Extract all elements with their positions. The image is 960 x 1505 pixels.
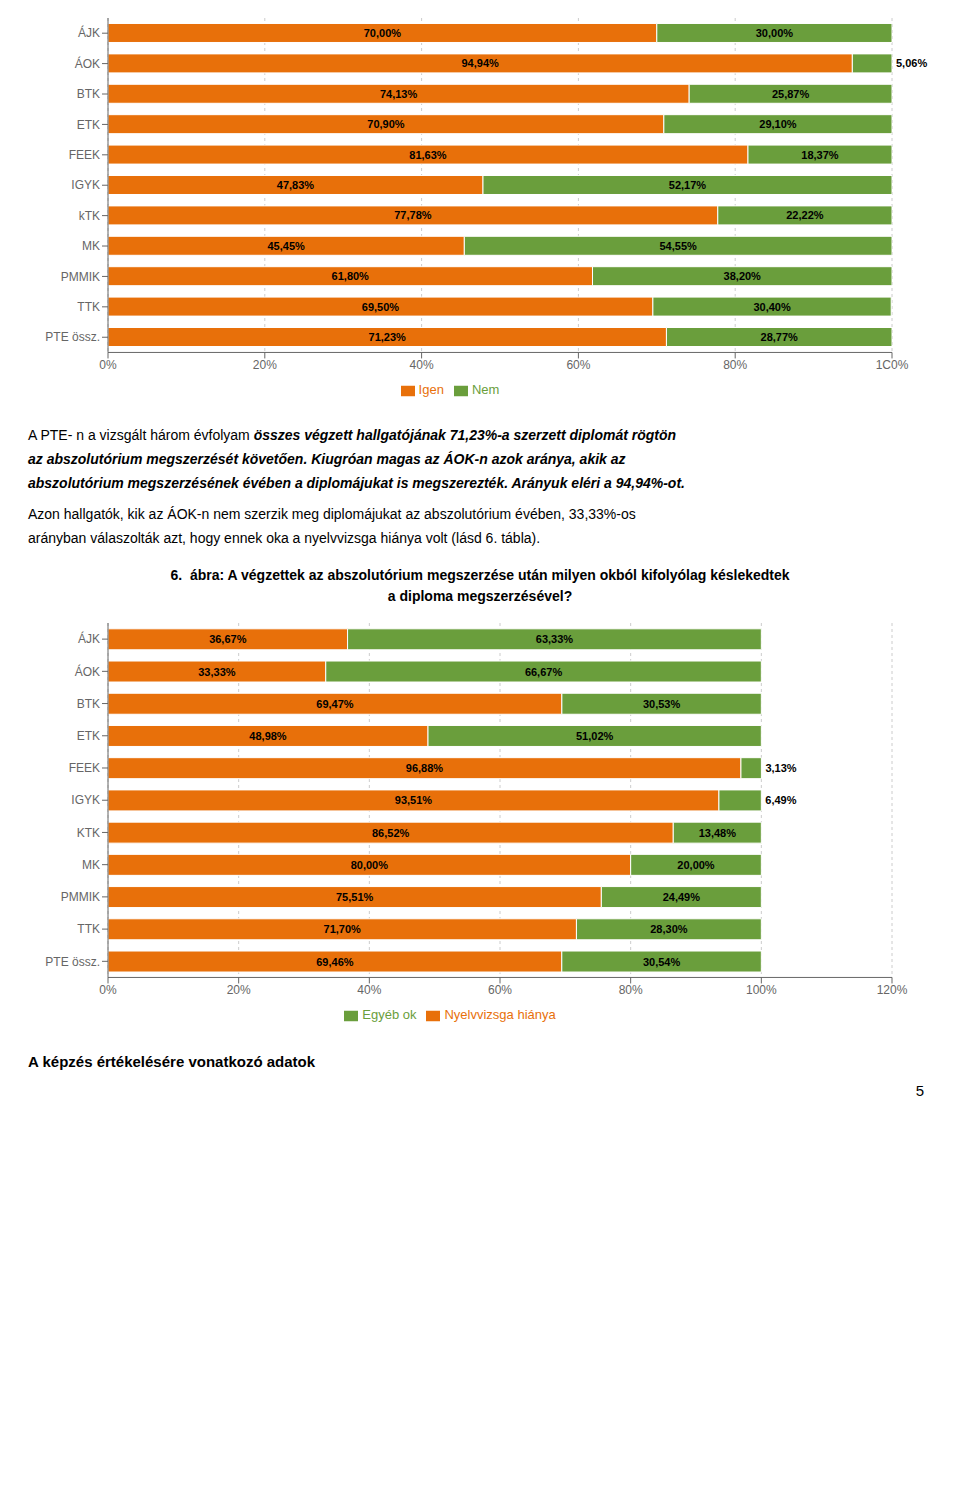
html-text:A PTE- n a vizsgált három évfo: A PTE- n a vizsgált három évfolyam össze… <box>28 427 677 443</box>
svg-text:120%: 120% <box>877 983 908 997</box>
svg-text:PTE össz.: PTE össz. <box>45 330 100 344</box>
svg-text:FEEK: FEEK <box>69 148 100 162</box>
svg-text:28,77%: 28,77% <box>761 331 799 343</box>
svg-text:KTK: KTK <box>77 826 100 840</box>
svg-text:TTK: TTK <box>77 922 100 936</box>
svg-text:40%: 40% <box>357 983 381 997</box>
svg-text:ETK: ETK <box>77 118 100 132</box>
svg-text:FEEK: FEEK <box>69 761 100 775</box>
svg-text:3,13%: 3,13% <box>765 762 796 774</box>
svg-text:13,48%: 13,48% <box>699 827 737 839</box>
svg-text:30,00%: 30,00% <box>756 27 794 39</box>
svg-text:PMMIK: PMMIK <box>61 270 100 284</box>
svg-text:30,53%: 30,53% <box>643 698 681 710</box>
svg-text:93,51%: 93,51% <box>395 794 433 806</box>
svg-text:6,49%: 6,49% <box>765 794 796 806</box>
svg-text:1C0%: 1C0% <box>876 358 909 372</box>
svg-text:80%: 80% <box>619 983 643 997</box>
svg-text:75,51%: 75,51% <box>336 891 374 903</box>
svg-text:54,55%: 54,55% <box>660 240 698 252</box>
html-text:Igen: Igen <box>418 382 444 398</box>
html-text:az abszolutórium megszerzését: az abszolutórium megszerzését követően. … <box>28 450 626 467</box>
svg-text:66,67%: 66,67% <box>525 666 563 678</box>
svg-text:0%: 0% <box>99 358 117 372</box>
svg-text:52,17%: 52,17% <box>669 179 707 191</box>
svg-text:100%: 100% <box>746 983 777 997</box>
html-text:Egyéb ok: Egyéb ok <box>362 1007 417 1023</box>
svg-text:70,90%: 70,90% <box>367 118 405 130</box>
svg-text:69,46%: 69,46% <box>316 956 354 968</box>
svg-text:kTK: kTK <box>79 209 100 223</box>
svg-text:ETK: ETK <box>77 729 100 743</box>
html-text:5: 5 <box>915 1082 924 1099</box>
svg-text:0%: 0% <box>99 983 117 997</box>
svg-text:TTK: TTK <box>77 300 100 314</box>
html-text:Nyelvvizsga hiánya: Nyelvvizsga hiánya <box>444 1007 556 1023</box>
svg-text:20,00%: 20,00% <box>677 859 715 871</box>
html-text:A képzés értékelésére vonatkoz: A képzés értékelésére vonatkozó adatok <box>28 1053 316 1070</box>
svg-text:BTK: BTK <box>77 87 100 101</box>
svg-text:36,67%: 36,67% <box>209 633 247 645</box>
svg-text:63,33%: 63,33% <box>536 633 574 645</box>
svg-text:25,87%: 25,87% <box>772 88 810 100</box>
svg-text:45,45%: 45,45% <box>268 240 306 252</box>
svg-text:30,54%: 30,54% <box>643 956 681 968</box>
svg-text:PTE össz.: PTE össz. <box>45 955 100 969</box>
svg-text:BTK: BTK <box>77 697 100 711</box>
html-text:arányban válaszolták azt, hogy: arányban válaszolták azt, hogy ennek oka… <box>28 530 541 547</box>
html-text:abszolutórium megszerzésének é: abszolutórium megszerzésének évében a di… <box>28 474 685 491</box>
svg-text:47,83%: 47,83% <box>277 179 315 191</box>
html-text:Nem: Nem <box>471 382 500 398</box>
svg-text:71,23%: 71,23% <box>369 331 407 343</box>
svg-text:IGYK: IGYK <box>71 178 100 192</box>
svg-text:94,94%: 94,94% <box>462 57 500 69</box>
svg-text:96,88%: 96,88% <box>406 762 444 774</box>
svg-text:71,70%: 71,70% <box>324 923 362 935</box>
svg-text:MK: MK <box>82 239 100 253</box>
svg-text:MK: MK <box>82 858 100 872</box>
svg-text:60%: 60% <box>488 983 512 997</box>
svg-text:20%: 20% <box>227 983 251 997</box>
svg-text:80%: 80% <box>723 358 747 372</box>
svg-text:30,40%: 30,40% <box>753 301 791 313</box>
svg-text:77,78%: 77,78% <box>394 209 432 221</box>
svg-text:IGYK: IGYK <box>71 793 100 807</box>
svg-text:51,02%: 51,02% <box>576 730 614 742</box>
html-text:6. ábra: A végzettek az abszol: 6. ábra: A végzettek az abszolutórium me… <box>170 567 790 604</box>
svg-text:ÁJK: ÁJK <box>78 25 100 40</box>
svg-text:61,80%: 61,80% <box>332 270 370 282</box>
svg-text:ÁJK: ÁJK <box>78 631 100 646</box>
html-text:Azon hallgatók, kik az ÁOK-n n: Azon hallgatók, kik az ÁOK-n nem szerzik… <box>28 506 636 523</box>
svg-text:33,33%: 33,33% <box>198 666 236 678</box>
svg-text:48,98%: 48,98% <box>249 730 287 742</box>
svg-text:40%: 40% <box>410 358 434 372</box>
svg-text:74,13%: 74,13% <box>380 88 418 100</box>
svg-text:28,30%: 28,30% <box>650 923 688 935</box>
svg-text:18,37%: 18,37% <box>801 149 839 161</box>
svg-text:69,47%: 69,47% <box>316 698 354 710</box>
svg-text:ÁOK: ÁOK <box>75 664 100 679</box>
svg-text:22,22%: 22,22% <box>786 209 824 221</box>
svg-text:ÁOK: ÁOK <box>75 56 100 71</box>
svg-text:38,20%: 38,20% <box>724 270 762 282</box>
svg-text:81,63%: 81,63% <box>409 149 447 161</box>
svg-text:69,50%: 69,50% <box>362 301 400 313</box>
svg-text:PMMIK: PMMIK <box>61 890 100 904</box>
svg-text:60%: 60% <box>566 358 590 372</box>
svg-text:86,52%: 86,52% <box>372 827 410 839</box>
svg-text:24,49%: 24,49% <box>663 891 701 903</box>
svg-text:5,06%: 5,06% <box>896 57 927 69</box>
svg-text:70,00%: 70,00% <box>364 27 402 39</box>
svg-text:29,10%: 29,10% <box>759 118 797 130</box>
svg-text:80,00%: 80,00% <box>351 859 389 871</box>
svg-text:20%: 20% <box>253 358 277 372</box>
